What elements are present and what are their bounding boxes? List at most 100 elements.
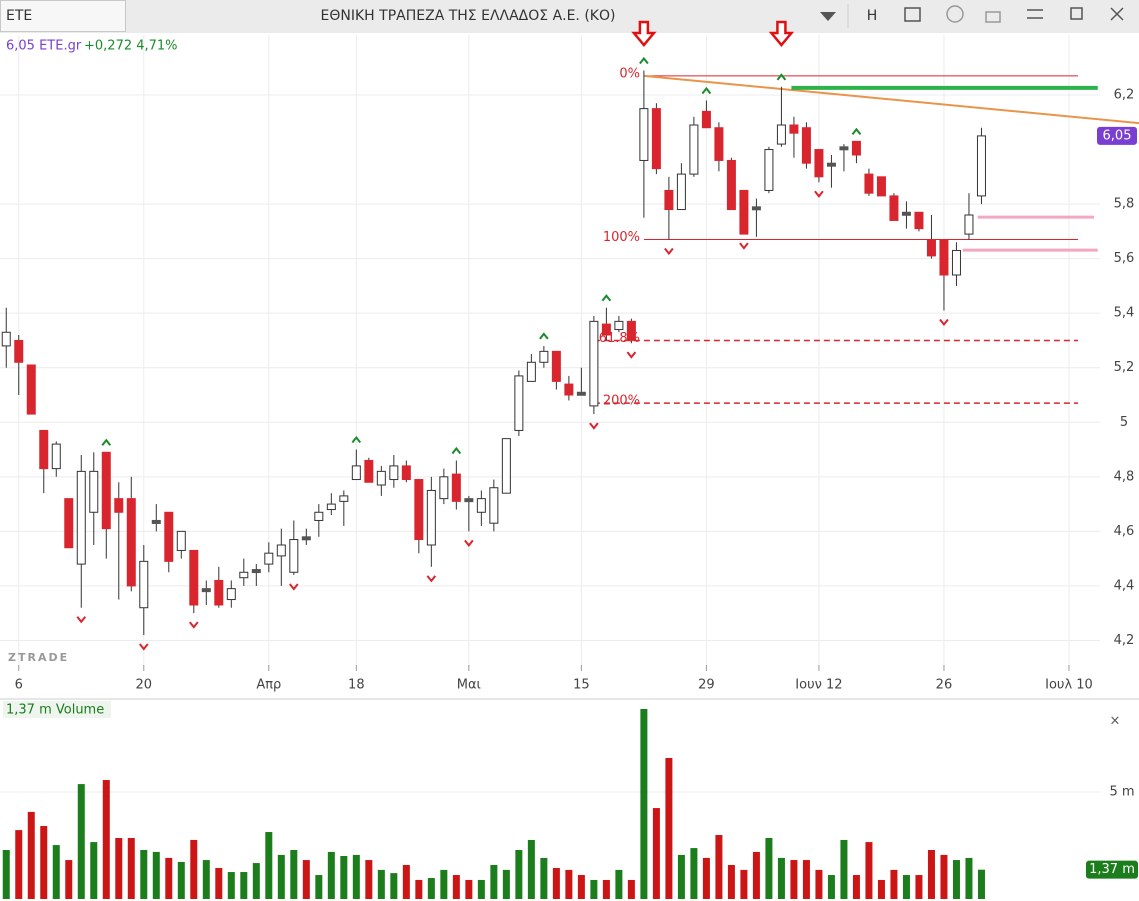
candle-body [339, 495, 349, 502]
signal-arrow [768, 20, 795, 47]
close-button[interactable] [1110, 7, 1124, 21]
volume-bar [952, 860, 960, 899]
candle-body [751, 206, 761, 211]
header-last: 6,05 ETE.gr [6, 39, 82, 54]
h-button[interactable]: H [867, 8, 878, 24]
candle-body [826, 162, 836, 167]
volume-bar [365, 860, 373, 899]
up-fractal [639, 56, 649, 65]
volume-bar [877, 879, 885, 899]
up-fractal [701, 86, 712, 95]
volume-bar [15, 830, 23, 899]
lock-button[interactable] [985, 11, 1001, 23]
candle-body [64, 498, 74, 549]
y-tick-label: 5 m [1109, 785, 1134, 800]
volume-bar [677, 854, 685, 899]
down-fractal [289, 583, 299, 591]
volume-bar [827, 875, 835, 899]
volume-bar [40, 826, 48, 899]
watermark: ZTRADE [8, 651, 69, 664]
volume-bar [690, 848, 698, 899]
candle-body [376, 470, 386, 486]
volume-bar [627, 879, 635, 899]
candle-body [501, 438, 511, 494]
candle-body [614, 320, 624, 331]
maximize-button[interactable] [1070, 7, 1083, 20]
volume-bar [140, 849, 148, 899]
y-tick-label: 5,8 [1114, 197, 1135, 212]
last-volume-label: 1,37 m [1089, 862, 1135, 877]
y-tick-label: 5,6 [1114, 251, 1135, 266]
candle-body [864, 173, 874, 194]
volume-bar [890, 869, 898, 899]
y-tick-label: 4,2 [1114, 633, 1135, 648]
volume-bar [590, 879, 598, 899]
candle-body [939, 239, 949, 276]
volume-bar [390, 873, 398, 899]
header-change: +0,272 4,71% [84, 39, 178, 54]
title-bar [0, 0, 1139, 33]
candle-body [189, 549, 199, 606]
down-fractal [76, 616, 87, 624]
candle-body [51, 443, 61, 470]
price-pane: 4,2 4,4 4,6 4,8 5 5,2 5,4 5,6 5,8 6,2 6 20 Απρ 18 Μαι 1… [0, 20, 1139, 693]
volume-bar [477, 879, 485, 899]
candle-body [389, 465, 399, 481]
down-fractal [139, 643, 149, 651]
candle-body [151, 519, 161, 524]
up-fractal [851, 127, 862, 135]
panel-button[interactable] [904, 7, 921, 22]
candle-body [689, 124, 699, 175]
volume-bar [452, 875, 460, 899]
y-tick-label: 5,2 [1114, 360, 1135, 375]
candle-body [489, 487, 499, 524]
x-tick-label: 15 [573, 678, 590, 693]
candle-body [126, 498, 136, 587]
candle-body [251, 569, 261, 574]
close-pane[interactable]: × [1110, 714, 1121, 729]
volume-bar [640, 708, 648, 899]
volume-bar [340, 855, 348, 899]
candle-body [476, 498, 486, 513]
volume-bar [740, 869, 748, 899]
y-tick-label: 6,2 [1114, 88, 1135, 103]
last-price-badge [1097, 126, 1137, 145]
candle-body [426, 489, 436, 546]
volume-bar [190, 839, 198, 899]
candle-body [364, 459, 374, 483]
volume-bar [665, 757, 673, 899]
candle-body [876, 176, 886, 197]
volume-bar [315, 875, 323, 899]
candle-body [676, 173, 686, 211]
candle-body [976, 135, 986, 197]
candle-body [464, 498, 474, 503]
signal-arrow [631, 20, 657, 47]
volume-bar [490, 864, 498, 899]
volume-bar [177, 861, 185, 899]
volume-bar [502, 869, 510, 899]
volume-bar [352, 854, 360, 899]
volume-bar [290, 849, 298, 899]
quote-button[interactable] [946, 5, 964, 23]
last-price-label: 6,05 [1103, 128, 1132, 143]
volume-bar [777, 857, 785, 899]
y-tick-label: 4,8 [1114, 469, 1135, 484]
symbol-tab[interactable] [0, 0, 126, 32]
dropdown-button[interactable] [820, 12, 836, 21]
volume-bar [965, 857, 973, 899]
volume-bar [940, 854, 948, 899]
candle-body [351, 465, 361, 481]
candle-body [764, 149, 774, 191]
volume-bar [277, 854, 285, 899]
candle-body [551, 350, 561, 382]
candle-body [289, 539, 299, 573]
volume-bar [327, 851, 335, 899]
candle-body [589, 320, 599, 407]
volume-bar [2, 849, 10, 899]
candle-body [514, 375, 524, 431]
candle-body [926, 239, 936, 257]
volume-bar [415, 879, 423, 899]
volume-bar [752, 851, 760, 899]
volume-pane: 5 m 1,37 m Volume × 1,37 m [0, 701, 1138, 899]
volume-bar [915, 875, 923, 899]
